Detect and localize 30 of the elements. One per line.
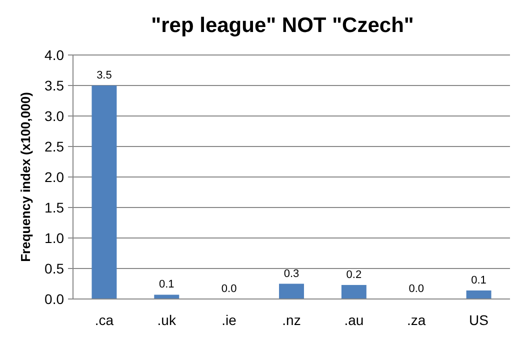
x-tick-label: .au xyxy=(344,312,364,328)
chart-title: "rep league" NOT "Czech" xyxy=(151,14,414,37)
data-label: 0.1 xyxy=(158,278,174,291)
data-label: 0.1 xyxy=(471,274,486,286)
x-tick-label: .nz xyxy=(282,312,301,328)
y-tick-label: 0.0 xyxy=(44,290,64,307)
x-tick-label: .ca xyxy=(94,312,114,328)
data-label: 0.3 xyxy=(284,268,300,280)
y-tick-label: 1.0 xyxy=(44,230,64,246)
x-tick-label: US xyxy=(469,312,489,328)
bar xyxy=(154,294,180,299)
data-label: 0.2 xyxy=(346,268,362,281)
bar xyxy=(279,284,304,299)
x-tick-label: .uk xyxy=(157,312,177,328)
bar xyxy=(92,86,117,299)
y-tick-label: 1.5 xyxy=(44,199,64,216)
data-label: 0.0 xyxy=(221,283,237,295)
x-tick-label: .ie xyxy=(222,312,237,328)
y-tick-label: 2.0 xyxy=(44,168,64,185)
y-tick-label: 4.0 xyxy=(44,46,64,63)
data-label: 0.0 xyxy=(408,283,424,295)
y-tick-label: 3.5 xyxy=(44,77,64,94)
data-label: 3.5 xyxy=(96,70,112,82)
y-axis-title: Frequency index (x100,000) xyxy=(18,92,33,262)
y-tick-label: 3.0 xyxy=(44,108,64,124)
x-tick-label: .za xyxy=(407,312,426,328)
bar xyxy=(341,284,366,299)
bar xyxy=(466,290,492,299)
y-tick-label: 2.5 xyxy=(44,138,64,154)
y-tick-label: 0.5 xyxy=(44,260,64,276)
